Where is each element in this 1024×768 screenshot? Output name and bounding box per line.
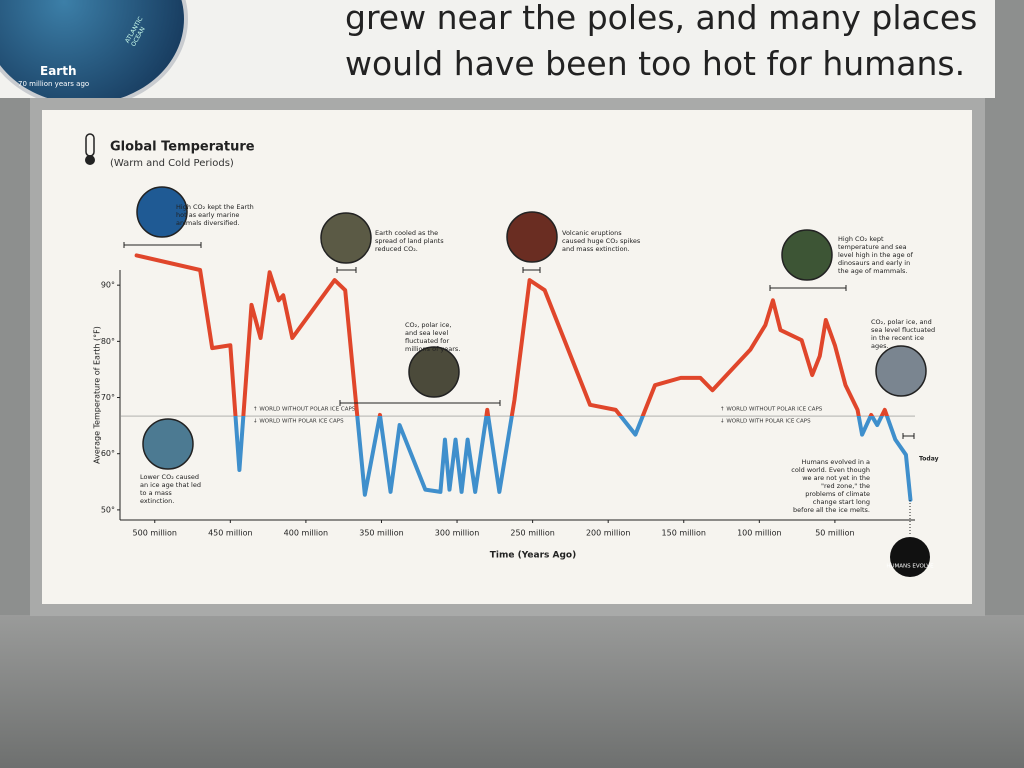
x-tick-label: 300 million [435,529,479,538]
annotation-text: Volcanic eruptions caused huge CO₂ spike… [562,229,641,253]
threshold-label: ↑ WORLD WITHOUT POLAR ICE CAPS [253,406,356,413]
x-tick-label: 450 million [208,529,252,538]
annotation-image [142,418,194,470]
annotation-text: CO₂, polar ice, and sea level fluctuated… [871,318,936,350]
x-tick-label: 50 million [815,529,854,538]
x-tick-label: 150 million [662,529,706,538]
annotation-image [875,345,927,397]
annotation-image [506,211,558,263]
y-tick-label: 90° [101,281,115,290]
threshold-label: ↑ WORLD WITHOUT POLAR ICE CAPS [720,406,823,413]
y-tick-label: 70° [101,393,115,402]
earth-label: Earth [40,64,77,78]
annotation-text: Lower CO₂ caused an ice age that led to … [140,473,201,505]
annotation-image [408,346,460,398]
chart-subtitle: (Warm and Cold Periods) [110,158,234,169]
x-tick-label: 500 million [133,529,177,538]
x-axis-title: Time (Years Ago) [490,551,576,561]
humans-label: HUMANS EVOLVE [886,564,934,570]
thermometer-icon [85,133,95,157]
threshold-label: ↓ WORLD WITH POLAR ICE CAPS [720,418,811,425]
x-tick-label: 350 million [359,529,403,538]
annotation-text: Humans evolved in a cold world. Even tho… [791,458,870,514]
threshold-label: ↓ WORLD WITH POLAR ICE CAPS [253,418,344,425]
thermometer-bulb [85,155,95,165]
y-tick-label: 50° [101,505,115,514]
annotation-text: High CO₂ kept the Earth hot as early mar… [176,203,254,227]
chart-title: Global Temperature [110,140,255,155]
annotation-image [781,229,833,281]
annotation-image [320,212,372,264]
x-tick-label: 400 million [284,529,328,538]
annotation-image [136,186,188,238]
y-axis-title: Average Temperature of Earth (°F) [93,326,102,464]
temperature-line [134,253,913,502]
photo-floor [0,615,1024,768]
y-tick-label: 80° [101,337,115,346]
annotation-text: High CO₂ kept temperature and sea level … [838,235,913,275]
x-tick-label: 250 million [510,529,554,538]
y-tick-label: 60° [101,449,115,458]
panel [42,110,972,604]
x-tick-label: 200 million [586,529,630,538]
annotation-text: CO₂, polar ice, and sea level fluctuated… [405,321,461,353]
annotation-text: Earth cooled as the spread of land plant… [375,229,444,253]
header-line: would have been too hot for humans. [345,44,966,83]
today-label: Today [919,456,939,463]
humans-badge [890,537,930,577]
earth-caption: 70 million years ago [18,80,90,88]
x-tick-label: 100 million [737,529,781,538]
header-line: grew near the poles, and many places [345,0,978,37]
